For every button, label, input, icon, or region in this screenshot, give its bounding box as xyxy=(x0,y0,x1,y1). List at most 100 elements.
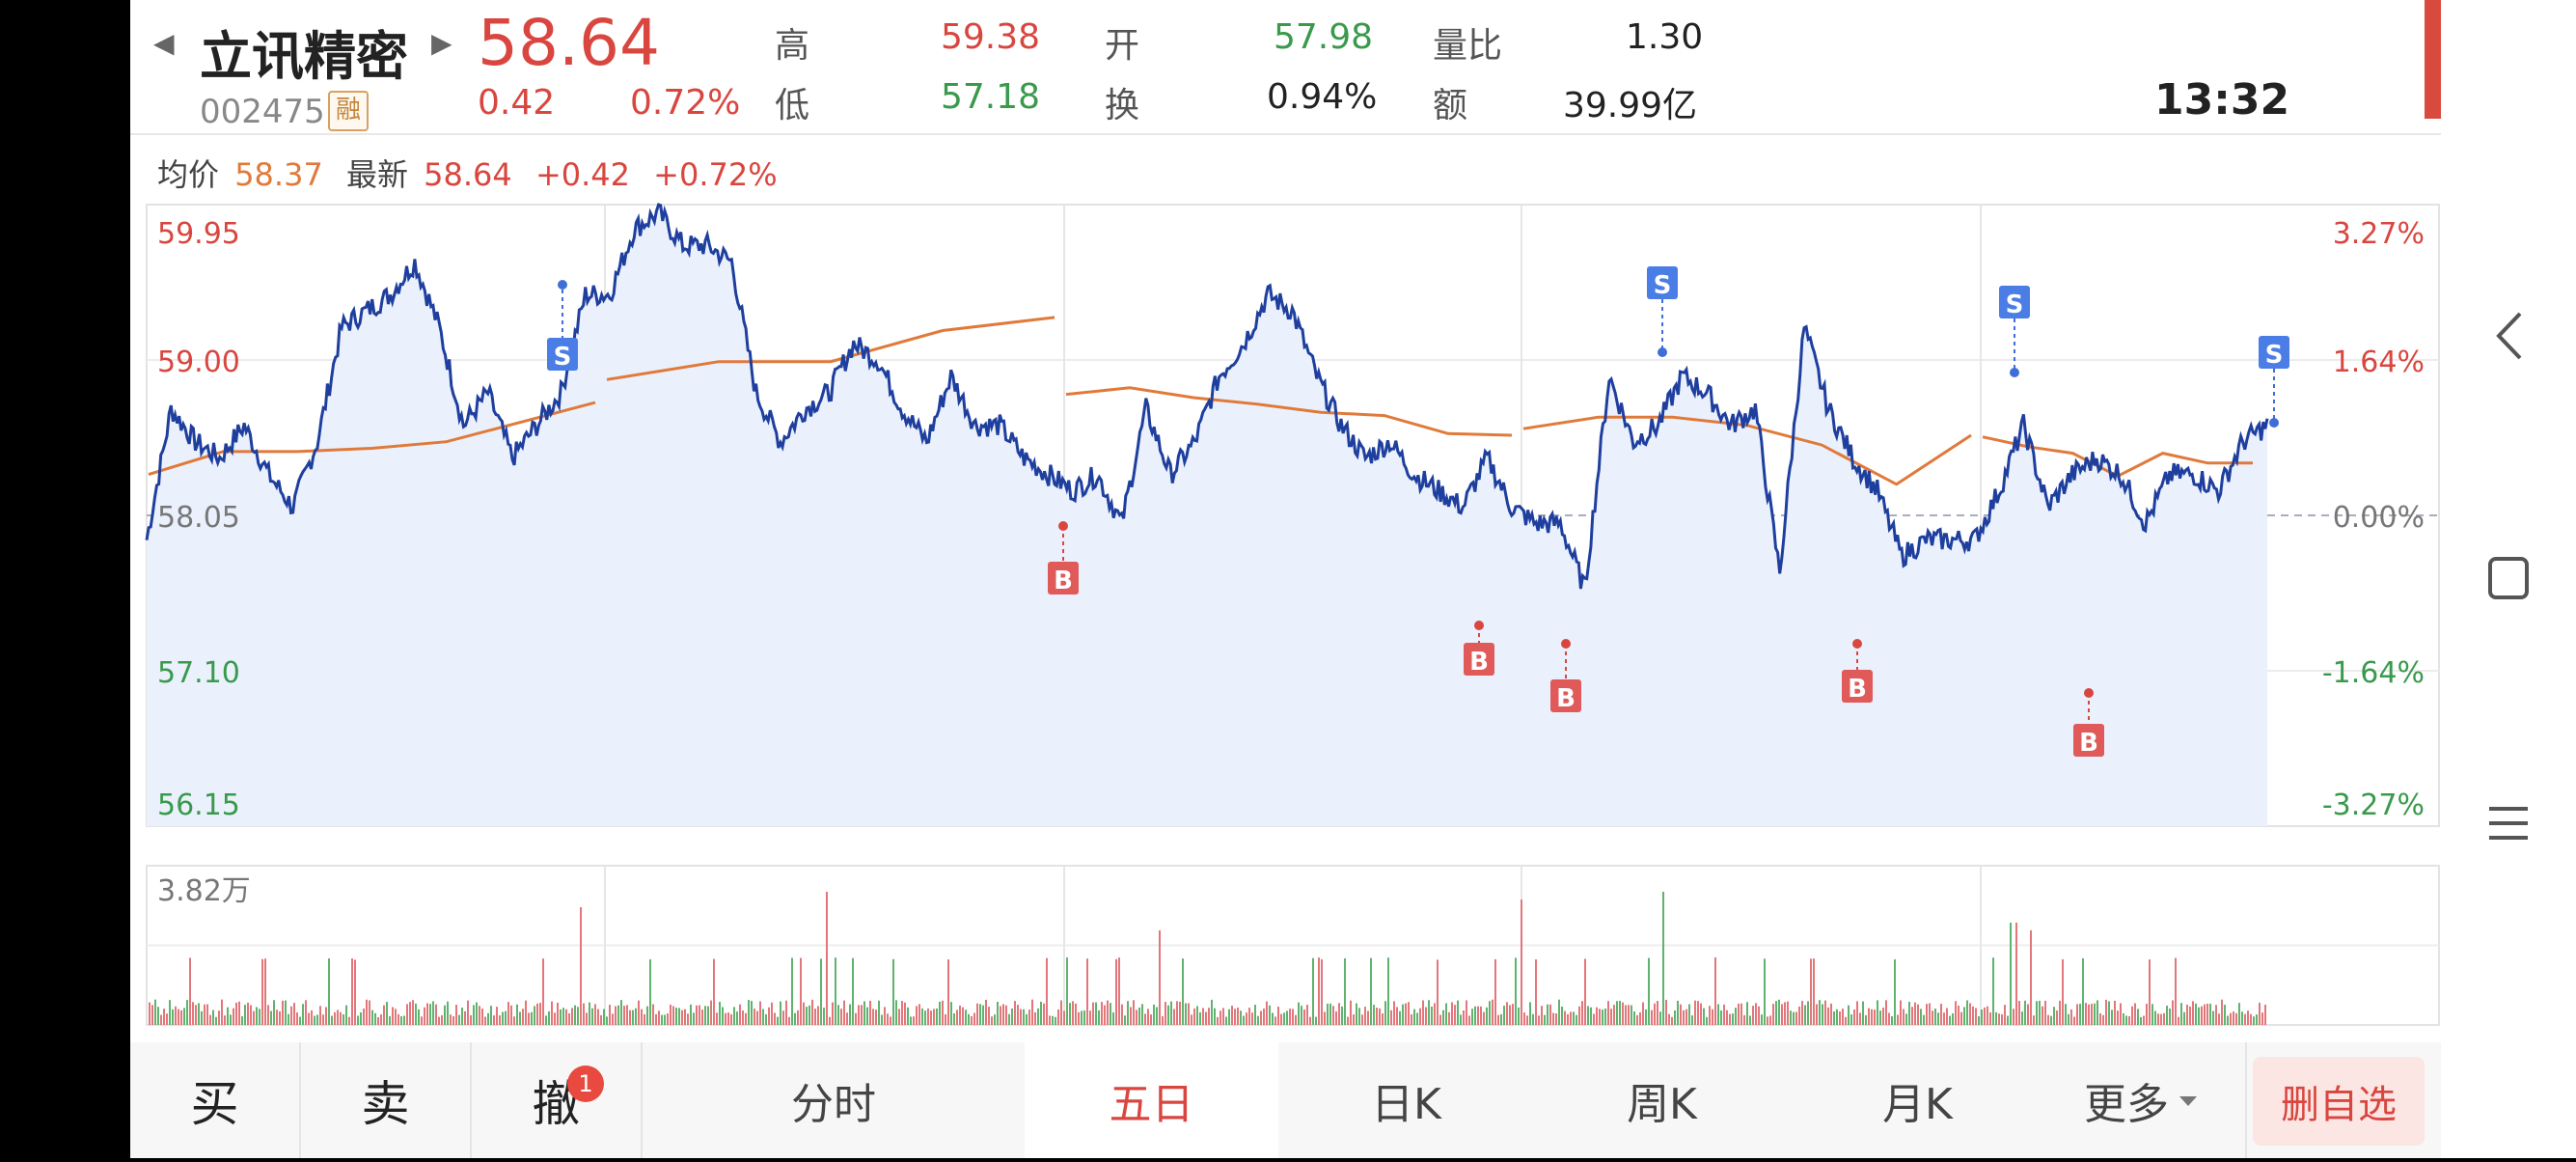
volume-bar xyxy=(1642,1002,1644,1025)
volume-bar xyxy=(945,1013,946,1025)
volume-bar xyxy=(1254,1005,1256,1025)
volume-bar xyxy=(591,1008,593,1025)
volume-bar xyxy=(1150,1014,1152,1025)
volume-bar xyxy=(1807,1001,1809,1025)
volume-bar xyxy=(1677,1000,1679,1025)
tab-weekly-k[interactable]: 周K xyxy=(1534,1042,1790,1158)
volume-bar xyxy=(890,1016,891,1025)
volume-bar xyxy=(1604,1008,1606,1025)
tab-more[interactable]: 更多 xyxy=(2045,1042,2238,1158)
volume-bar xyxy=(1413,1009,1415,1025)
tab-wuri[interactable]: 五日 xyxy=(1025,1042,1278,1158)
volume-bar xyxy=(1474,1006,1476,1025)
volume-bar xyxy=(2131,1006,2133,1025)
volume-bar xyxy=(305,1000,307,1025)
volume-bar xyxy=(1850,1014,1852,1025)
volume-bar xyxy=(1848,1005,1850,1025)
volume-bar xyxy=(270,1010,272,1025)
volume-bar xyxy=(887,1013,889,1025)
volume-bar xyxy=(562,1008,564,1025)
volume-bar xyxy=(334,1011,336,1025)
volume-bar xyxy=(2230,1012,2232,1025)
volume-bar xyxy=(1775,1001,1777,1025)
volume-bar xyxy=(1558,999,1560,1025)
volume-bar xyxy=(1680,1004,1682,1025)
next-stock-arrow[interactable]: ▶ xyxy=(431,27,452,59)
volume-bar xyxy=(276,1010,278,1025)
volume-bar xyxy=(1937,1012,1939,1025)
volume-bar xyxy=(1214,1008,1216,1025)
tab-separator xyxy=(470,1042,472,1158)
volume-bar xyxy=(1011,1008,1013,1025)
volume-bar xyxy=(1955,1001,1957,1025)
volume-bar xyxy=(2125,1015,2127,1025)
menu-icon[interactable] xyxy=(2489,807,2528,840)
avg-price-label: 均价 xyxy=(157,156,220,193)
volume-bar xyxy=(866,1007,868,1025)
volume-bar xyxy=(1107,1000,1109,1025)
volume-bar xyxy=(1891,1015,1893,1025)
volume-bar xyxy=(1130,1007,1132,1025)
home-icon[interactable] xyxy=(2488,557,2529,599)
volume-bar xyxy=(1622,1002,1624,1025)
volume-bar xyxy=(580,907,582,1025)
tab-fenshi[interactable]: 分时 xyxy=(643,1042,1025,1158)
volume-bar xyxy=(522,1009,524,1025)
close-icon xyxy=(2425,0,2441,119)
volume-bar xyxy=(2094,1003,2096,1025)
volume-bar xyxy=(1416,1012,1418,1025)
latest-change: +0.42 xyxy=(534,156,630,193)
volume-bar xyxy=(163,1009,165,1025)
tab-monthly-k[interactable]: 月K xyxy=(1790,1042,2045,1158)
volume-bar xyxy=(1373,1005,1375,1025)
stock-detail-window: ◀ 立讯精密 ▶ 002475 融 58.64 0.42 0.72% 高 59.… xyxy=(130,0,2441,1158)
close-button[interactable] xyxy=(2425,0,2441,119)
volume-bar xyxy=(374,1012,376,1025)
avg-price-line xyxy=(1065,386,1513,437)
volume-bar xyxy=(1141,1004,1143,1025)
volume-bar xyxy=(395,1009,397,1025)
volume-bar xyxy=(2137,1009,2139,1025)
volume-bar xyxy=(1083,1010,1085,1025)
volume-bar xyxy=(2001,1013,2003,1025)
volume-bar xyxy=(1648,957,1650,1025)
prev-stock-arrow[interactable]: ◀ xyxy=(153,27,175,59)
buy-button[interactable]: 买 xyxy=(190,1076,239,1132)
sell-button[interactable]: 卖 xyxy=(361,1076,410,1132)
volume-bar xyxy=(1098,1010,1100,1025)
cancel-order-button[interactable]: 撤 xyxy=(472,1042,641,1158)
volume-bar xyxy=(337,1010,339,1025)
volume-bar xyxy=(1202,1008,1204,1025)
volume-bar xyxy=(1055,1016,1056,1025)
volume-bar xyxy=(314,1015,315,1025)
volume-bar xyxy=(432,1001,434,1025)
volume-bar xyxy=(507,1002,509,1025)
volume-bar xyxy=(247,1002,249,1025)
volume-bar xyxy=(701,1010,703,1025)
volume-bar xyxy=(1526,1015,1528,1025)
bottom-tab-bar: 买 卖 撤 1 分时 五日 日K 周K 月K 更多 xyxy=(130,1042,2441,1158)
sell-marker-badge xyxy=(547,338,578,371)
volume-bar xyxy=(1483,1011,1485,1025)
volume-bar xyxy=(1387,957,1389,1025)
volume-bar xyxy=(1911,1007,1913,1025)
volume-bar xyxy=(1179,1001,1181,1025)
sell-marker-label: S xyxy=(1654,271,1672,300)
back-icon[interactable] xyxy=(2496,312,2522,360)
volume-bar xyxy=(1576,1014,1577,1025)
five-day-chart[interactable]: 59.95 3.27% 59.00 1.64% 58.05 0.00% 57.10 -1.64… xyxy=(130,193,2441,1042)
volume-bar xyxy=(751,1001,753,1025)
volume-bar xyxy=(481,1009,483,1025)
volume-bar xyxy=(1437,959,1439,1025)
volume-bar xyxy=(2024,1000,2026,1025)
remove-watchlist-button[interactable]: 删自选 xyxy=(2253,1057,2425,1146)
volume-bar xyxy=(2244,1013,2246,1025)
volume-bar xyxy=(1274,1016,1276,1025)
volume-bar xyxy=(649,959,651,1025)
volume-bar xyxy=(479,1006,480,1025)
volume-bar xyxy=(282,1000,284,1025)
volume-bar xyxy=(1874,1010,1876,1025)
tab-daily-k[interactable]: 日K xyxy=(1278,1042,1534,1158)
volume-bar xyxy=(351,958,353,1025)
y-axis-left-tick: 58.05 xyxy=(157,501,240,535)
